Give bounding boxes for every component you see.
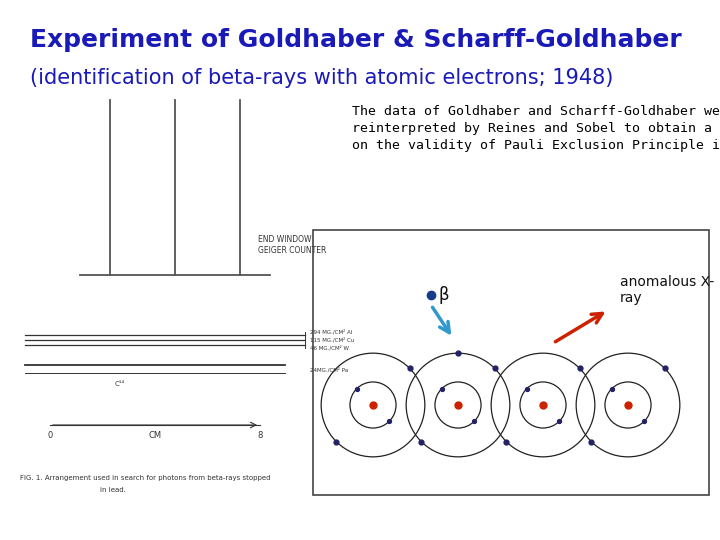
Text: anomalous X-
ray: anomalous X- ray	[620, 275, 714, 305]
Text: 115 MG./CM² Cu: 115 MG./CM² Cu	[310, 338, 354, 343]
Text: 8: 8	[257, 431, 263, 440]
Text: in lead.: in lead.	[100, 487, 126, 493]
Text: 24MG./CM² Pa: 24MG./CM² Pa	[310, 367, 348, 373]
Text: reinterpreted by Reines and Sobel to obtain a limit: reinterpreted by Reines and Sobel to obt…	[352, 122, 720, 135]
Text: (identification of beta-rays with atomic electrons; 1948): (identification of beta-rays with atomic…	[30, 68, 613, 88]
Text: Experiment of Goldhaber & Scharff-Goldhaber: Experiment of Goldhaber & Scharff-Goldha…	[30, 28, 682, 52]
Text: The data of Goldhaber and Scharff-Goldhaber were: The data of Goldhaber and Scharff-Goldha…	[352, 105, 720, 118]
Text: 294 MG./CM² Al: 294 MG./CM² Al	[310, 329, 352, 335]
Text: 0: 0	[48, 431, 53, 440]
Text: FIG. 1. Arrangement used in search for photons from beta-rays stopped: FIG. 1. Arrangement used in search for p…	[20, 475, 271, 481]
Text: 46 MG./CM² W: 46 MG./CM² W	[310, 345, 349, 351]
Text: CM: CM	[148, 431, 161, 440]
Bar	[313, 230, 709, 495]
Text: END WINDOW
GEIGER COUNTER: END WINDOW GEIGER COUNTER	[258, 235, 326, 255]
Text: on the validity of Pauli Exclusion Principle in 1974: on the validity of Pauli Exclusion Princ…	[352, 139, 720, 152]
Text: β: β	[439, 286, 449, 304]
Text: C¹⁴: C¹⁴	[115, 381, 125, 387]
